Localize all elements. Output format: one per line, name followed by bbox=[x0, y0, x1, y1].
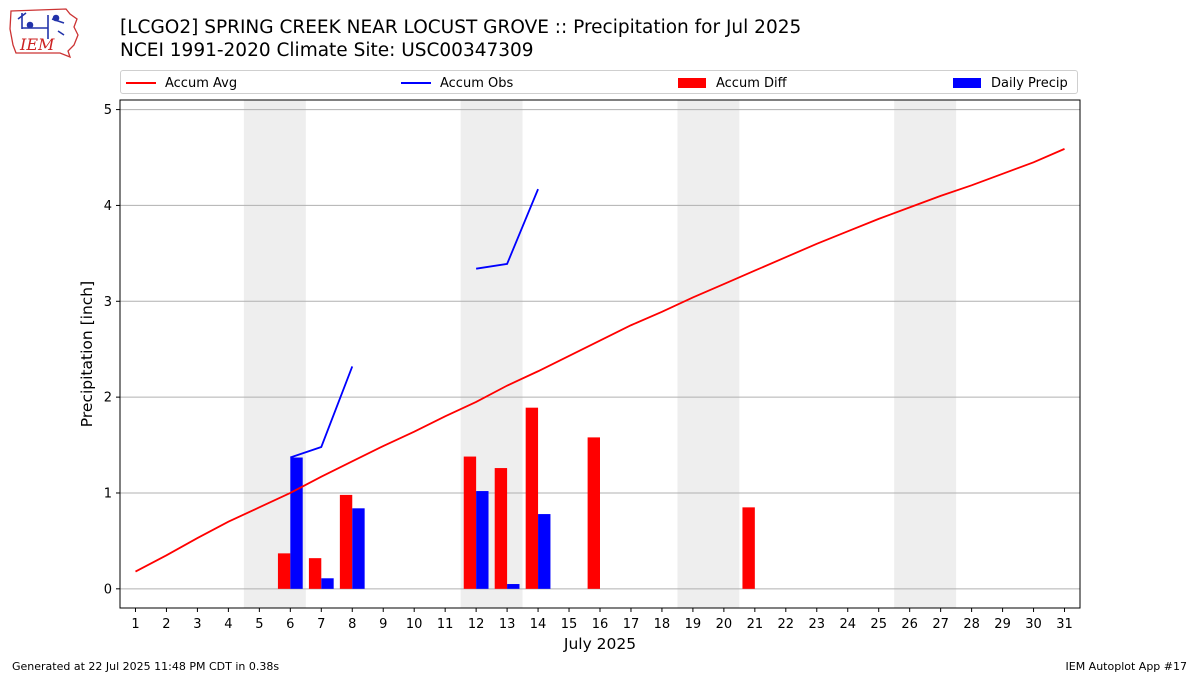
x-tick-label: 8 bbox=[348, 617, 356, 632]
y-tick-label: 5 bbox=[104, 103, 112, 118]
x-tick-label: 20 bbox=[716, 617, 733, 632]
plot-frame bbox=[119, 99, 1081, 609]
y-tick-label: 1 bbox=[104, 486, 112, 501]
x-tick-label: 11 bbox=[437, 617, 454, 632]
x-tick-label: 26 bbox=[901, 617, 918, 632]
x-tick-label: 17 bbox=[623, 617, 640, 632]
legend-label: Accum Obs bbox=[440, 75, 514, 91]
accum-diff-bar bbox=[339, 494, 353, 589]
x-tick-label: 6 bbox=[286, 617, 294, 632]
x-tick-label: 24 bbox=[839, 617, 856, 632]
accum-diff-bar bbox=[308, 558, 322, 589]
accum-obs-line bbox=[290, 366, 354, 459]
footer-app-label: IEM Autoplot App #17 bbox=[1065, 660, 1188, 673]
x-tick-label: 25 bbox=[870, 617, 887, 632]
x-tick-label: 5 bbox=[255, 617, 263, 632]
legend-item-daily-precip: Daily Precip bbox=[953, 74, 1068, 92]
x-tick-label: 1 bbox=[131, 617, 139, 632]
weekend-band bbox=[460, 100, 523, 608]
legend-line-swatch bbox=[126, 82, 156, 84]
x-tick-label: 19 bbox=[685, 617, 702, 632]
legend-item-accum-avg: Accum Avg bbox=[126, 74, 237, 92]
accum-diff-bar bbox=[525, 407, 539, 589]
chart-subtitle: NCEI 1991-2020 Climate Site: USC00347309 bbox=[120, 40, 534, 61]
daily-precip-bar bbox=[321, 578, 334, 589]
x-tick-label: 4 bbox=[224, 617, 232, 632]
x-tick-label: 23 bbox=[809, 617, 826, 632]
x-tick-label: 10 bbox=[406, 617, 423, 632]
x-tick-label: 18 bbox=[654, 617, 671, 632]
legend: Accum Avg Accum Obs Accum Diff Daily Pre… bbox=[120, 70, 1078, 94]
iem-logo: IEM bbox=[9, 8, 79, 59]
accum-obs-line bbox=[475, 188, 539, 270]
weather-station-icon bbox=[17, 12, 65, 39]
weekend-band bbox=[677, 100, 740, 608]
accum-diff-bar bbox=[463, 456, 477, 589]
weekend-band bbox=[894, 100, 957, 608]
accum-diff-bar bbox=[277, 553, 291, 589]
x-tick-label: 2 bbox=[162, 617, 170, 632]
accum-diff-bar bbox=[587, 437, 600, 589]
x-tick-label: 31 bbox=[1056, 617, 1073, 632]
chart-title: [LCGO2] SPRING CREEK NEAR LOCUST GROVE :… bbox=[120, 17, 802, 38]
footer-generated-text: Generated at 22 Jul 2025 11:48 PM CDT in… bbox=[12, 660, 280, 673]
accum-avg-line bbox=[135, 148, 1065, 573]
x-tick-label: 12 bbox=[468, 617, 485, 632]
legend-item-accum-obs: Accum Obs bbox=[401, 74, 513, 92]
daily-precip-bar bbox=[538, 514, 551, 589]
legend-line-swatch bbox=[401, 82, 431, 84]
legend-label: Accum Diff bbox=[716, 75, 787, 91]
x-tick-label: 13 bbox=[499, 617, 516, 632]
y-tick-label: 0 bbox=[104, 582, 112, 597]
x-tick-label: 9 bbox=[379, 617, 387, 632]
daily-precip-bar bbox=[352, 508, 365, 589]
y-axis-label: Precipitation [inch] bbox=[78, 281, 96, 427]
weekend-band bbox=[243, 100, 306, 608]
x-tick-label: 27 bbox=[932, 617, 949, 632]
x-tick-label: 22 bbox=[778, 617, 795, 632]
y-tick-label: 4 bbox=[104, 199, 112, 214]
x-tick-label: 30 bbox=[1025, 617, 1042, 632]
logo-text: IEM bbox=[19, 35, 55, 54]
x-tick-label: 29 bbox=[994, 617, 1011, 632]
x-tick-label: 3 bbox=[193, 617, 201, 632]
legend-patch-swatch bbox=[678, 78, 706, 88]
x-tick-label: 7 bbox=[317, 617, 325, 632]
daily-precip-bar bbox=[290, 457, 303, 589]
y-tick-label: 2 bbox=[104, 391, 112, 406]
accum-diff-bar bbox=[742, 507, 755, 589]
x-tick-label: 15 bbox=[561, 617, 578, 632]
x-tick-label: 21 bbox=[747, 617, 764, 632]
legend-item-accum-diff: Accum Diff bbox=[678, 74, 787, 92]
iowa-outline-icon bbox=[9, 8, 79, 59]
legend-patch-swatch bbox=[953, 78, 981, 88]
accum-diff-bar bbox=[494, 468, 508, 589]
daily-precip-bar bbox=[507, 584, 520, 589]
legend-label: Accum Avg bbox=[165, 75, 238, 91]
x-tick-label: 28 bbox=[963, 617, 980, 632]
daily-precip-bar bbox=[476, 491, 489, 589]
x-axis-label: July 2025 bbox=[563, 635, 636, 653]
x-tick-label: 16 bbox=[592, 617, 609, 632]
legend-label: Daily Precip bbox=[991, 75, 1068, 91]
y-tick-label: 3 bbox=[104, 295, 112, 310]
x-tick-label: 14 bbox=[530, 617, 547, 632]
